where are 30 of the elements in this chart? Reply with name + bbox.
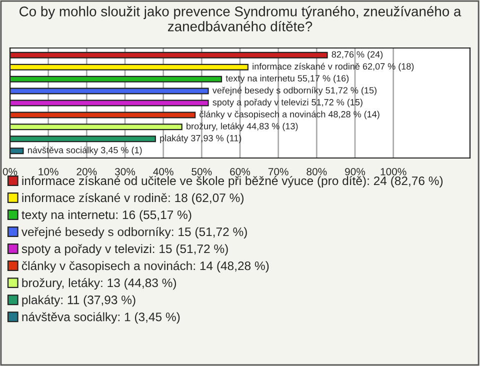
x-tick-label: 30% — [114, 168, 136, 176]
x-tick-label: 0% — [2, 168, 18, 176]
legend-label: brožury, letáky: 13 (44,83 %) — [22, 278, 176, 290]
x-tick-label: 50% — [192, 168, 212, 176]
data-label: informace získané v rodině 62,07 % (18) — [252, 62, 414, 72]
x-tick-label: 10% — [38, 168, 58, 176]
x-tick-label: 60% — [230, 168, 250, 176]
data-label: brožury, letáky 44,83 % (13) — [186, 122, 298, 132]
x-tick-label: 40% — [153, 168, 174, 176]
data-label: veřejné besedy s odborníky 51,72 % (15) — [212, 86, 376, 96]
data-label: spoty a pořady v televizi 51,72 % (15) — [212, 98, 362, 108]
legend-label: návštěva sociálky: 1 (3,45 %) — [22, 312, 180, 324]
legend-label: informace získané v rodině: 18 (62,07 %) — [22, 193, 244, 205]
legend-label: plakáty: 11 (37,93 %) — [22, 295, 136, 307]
legend-label: spoty a pořady v televizi: 15 (51,72 %) — [22, 244, 228, 256]
data-label: texty na internetu 55,17 % (16) — [226, 74, 349, 84]
chart-title: Co by mohlo sloužit jako prevence Syndromu týraného, zneužívaného a zanedbávaného dítěte? — [20, 6, 462, 32]
legend-label: veřejné besedy s odborníky: 15 (51,72 %) — [21, 227, 247, 239]
legend-label: informace získané od učitele ve škole při běžné výuce (pro dítě): 24 (82,76 %) — [22, 176, 443, 188]
data-label: 82,76 % (24) — [332, 50, 383, 60]
data-label: návštěva sociálky 3,45 % (1) — [28, 146, 142, 156]
x-tick-label: 100% — [380, 168, 406, 176]
legend-label: texty na internetu: 16 (55,17 %) — [22, 210, 192, 222]
x-tick-label: 20% — [76, 168, 97, 176]
legend-label: články v časopisech a novinách: 14 (48,28 %) — [22, 261, 269, 273]
data-label: plakáty 37,93 % (11) — [160, 134, 242, 144]
data-label: články v časopisech a novinách 48,28 % (14) — [200, 110, 380, 120]
x-tick-label: 70% — [268, 168, 288, 176]
x-tick-label: 80% — [306, 168, 327, 176]
x-tick-label: 90% — [345, 168, 366, 176]
